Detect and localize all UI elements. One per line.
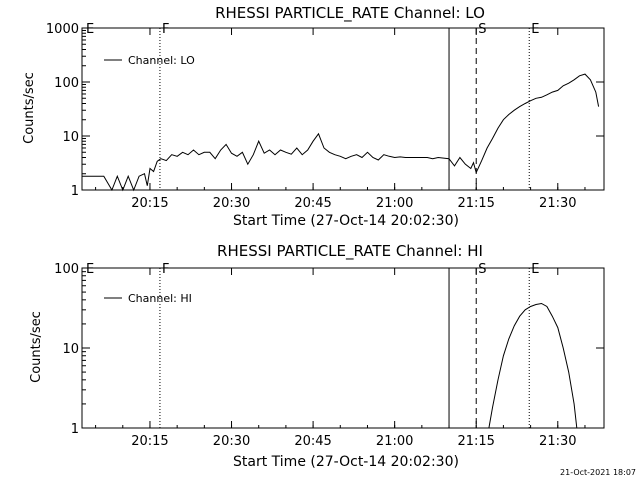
hi-marker-label: S [478,262,486,277]
hi-x-tick-label: 20:30 [213,434,250,449]
lo-chart-title: RHESSI PARTICLE_RATE Channel: LO [215,4,485,23]
lo-y-tick-label: 100 [54,76,79,91]
lo-y-axis-label: Counts/sec [22,72,37,144]
lo-x-tick-label: 20:30 [213,196,250,211]
hi-y-tick-label: 1 [71,422,79,437]
generated-timestamp: 21-Oct-2021 18:07 [560,468,636,477]
lo-x-axis-label: Start Time (27-Oct-14 20:02:30) [233,213,459,229]
hi-chart-title: RHESSI PARTICLE_RATE Channel: HI [217,242,483,261]
hi-x-tick-label: 21:30 [539,434,576,449]
lo-x-tick-label: 21:00 [376,196,413,211]
hi-y-axis-label: Counts/sec [29,311,44,383]
lo-y-tick-label: 1000 [46,22,79,37]
hi-marker-label: F [162,262,169,277]
lo-y-tick-label: 10 [62,130,79,145]
hi-series-line [488,302,578,429]
lo-x-tick-label: 20:45 [294,196,331,211]
lo-legend-label: Channel: LO [128,54,195,67]
hi-x-axis-label: Start Time (27-Oct-14 20:02:30) [233,454,459,470]
hi-y-tick-label: 10 [62,342,79,357]
hi-y-tick-label: 100 [54,262,79,277]
lo-y-tick-label: 1 [71,184,79,199]
lo-series-line [82,73,600,192]
hi-x-tick-label: 21:15 [457,434,494,449]
hi-x-tick-label: 21:00 [376,434,413,449]
lo-marker-label: F [162,22,169,37]
hi-x-tick-label: 20:45 [294,434,331,449]
lo-x-tick-label: 20:15 [131,196,168,211]
lo-marker-label: E [531,22,539,37]
hi-channel-panel: RHESSI PARTICLE_RATE Channel: HI Counts/… [29,242,605,470]
lo-x-tick-label: 21:15 [457,196,494,211]
lo-x-tick-label: 21:30 [539,196,576,211]
lo-channel-panel: RHESSI PARTICLE_RATE Channel: LO Counts/… [22,4,605,229]
lo-marker-label: S [478,22,486,37]
lo-marker-label: E [86,22,94,37]
hi-marker-label: E [86,262,94,277]
hi-x-tick-label: 20:15 [131,434,168,449]
hi-marker-label: E [531,262,539,277]
